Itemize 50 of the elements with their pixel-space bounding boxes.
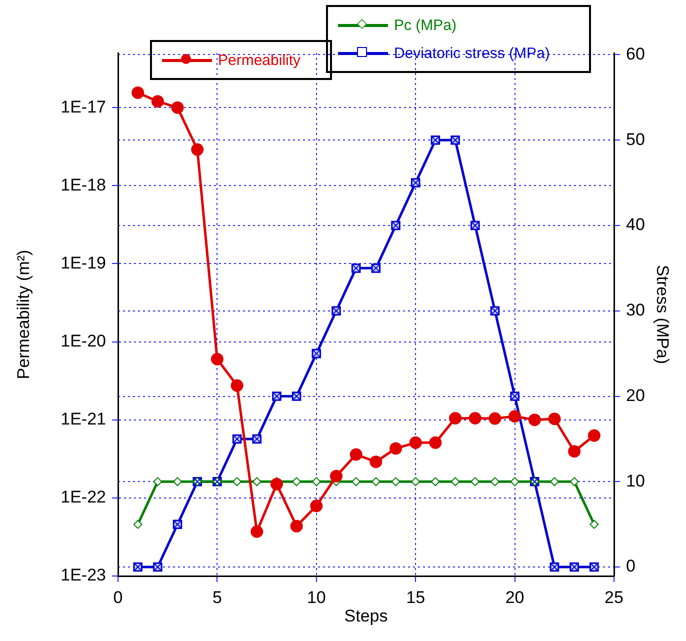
y-tick-label: 1E-22	[60, 488, 106, 507]
point	[290, 520, 303, 532]
y-axis-title: Permeability (m²)	[14, 250, 33, 380]
point	[230, 379, 244, 392]
point	[270, 478, 283, 490]
legend-label: Pc (MPa)	[394, 16, 457, 34]
y-tick-label: 1E-23	[60, 566, 106, 585]
x-tick-label: 5	[212, 588, 222, 607]
y2-tick-label: 10	[626, 471, 645, 490]
point	[132, 86, 144, 99]
y-tick-label: 1E-17	[60, 97, 106, 116]
y2-tick-label: 50	[626, 130, 645, 149]
y-tick-label: 1E-19	[60, 253, 106, 272]
legend-label: Permeability	[218, 52, 301, 68]
y2-tick-label: 30	[626, 300, 645, 320]
point	[191, 143, 204, 156]
y2-tick-label: 20	[626, 386, 645, 405]
point	[310, 500, 323, 512]
x-axis-title: Steps	[344, 606, 388, 626]
x-tick-label: 10	[306, 588, 326, 607]
point	[370, 456, 382, 468]
point	[350, 448, 362, 461]
x-tick-label: 15	[406, 588, 426, 607]
x-tick-label: 25	[604, 588, 624, 607]
point	[429, 436, 442, 449]
point	[250, 525, 264, 538]
point	[468, 412, 482, 424]
y-tick-label: 1E-21	[60, 410, 106, 429]
point	[508, 410, 522, 423]
y-tick-label: 1E-20	[60, 331, 106, 350]
point	[390, 442, 402, 455]
point	[409, 436, 422, 449]
y2-axis-title: Stress (MPa)	[653, 264, 672, 364]
point	[210, 352, 224, 366]
point	[151, 95, 164, 108]
point	[449, 412, 462, 424]
point	[528, 414, 541, 426]
y2-tick-label: 40	[626, 215, 645, 234]
legend-label: Deviatoric stress (MPa)	[394, 44, 550, 62]
x-tick-label: 0	[113, 588, 123, 607]
point	[588, 429, 600, 442]
y-tick-label: 1E-18	[60, 175, 106, 194]
point	[330, 470, 342, 482]
y2-tick-label: 60	[626, 44, 645, 64]
point	[568, 445, 581, 458]
point	[171, 101, 184, 114]
y2-tick-label: 0	[626, 556, 636, 576]
point	[548, 412, 561, 426]
point	[488, 412, 502, 425]
x-tick-label: 20	[505, 588, 524, 607]
